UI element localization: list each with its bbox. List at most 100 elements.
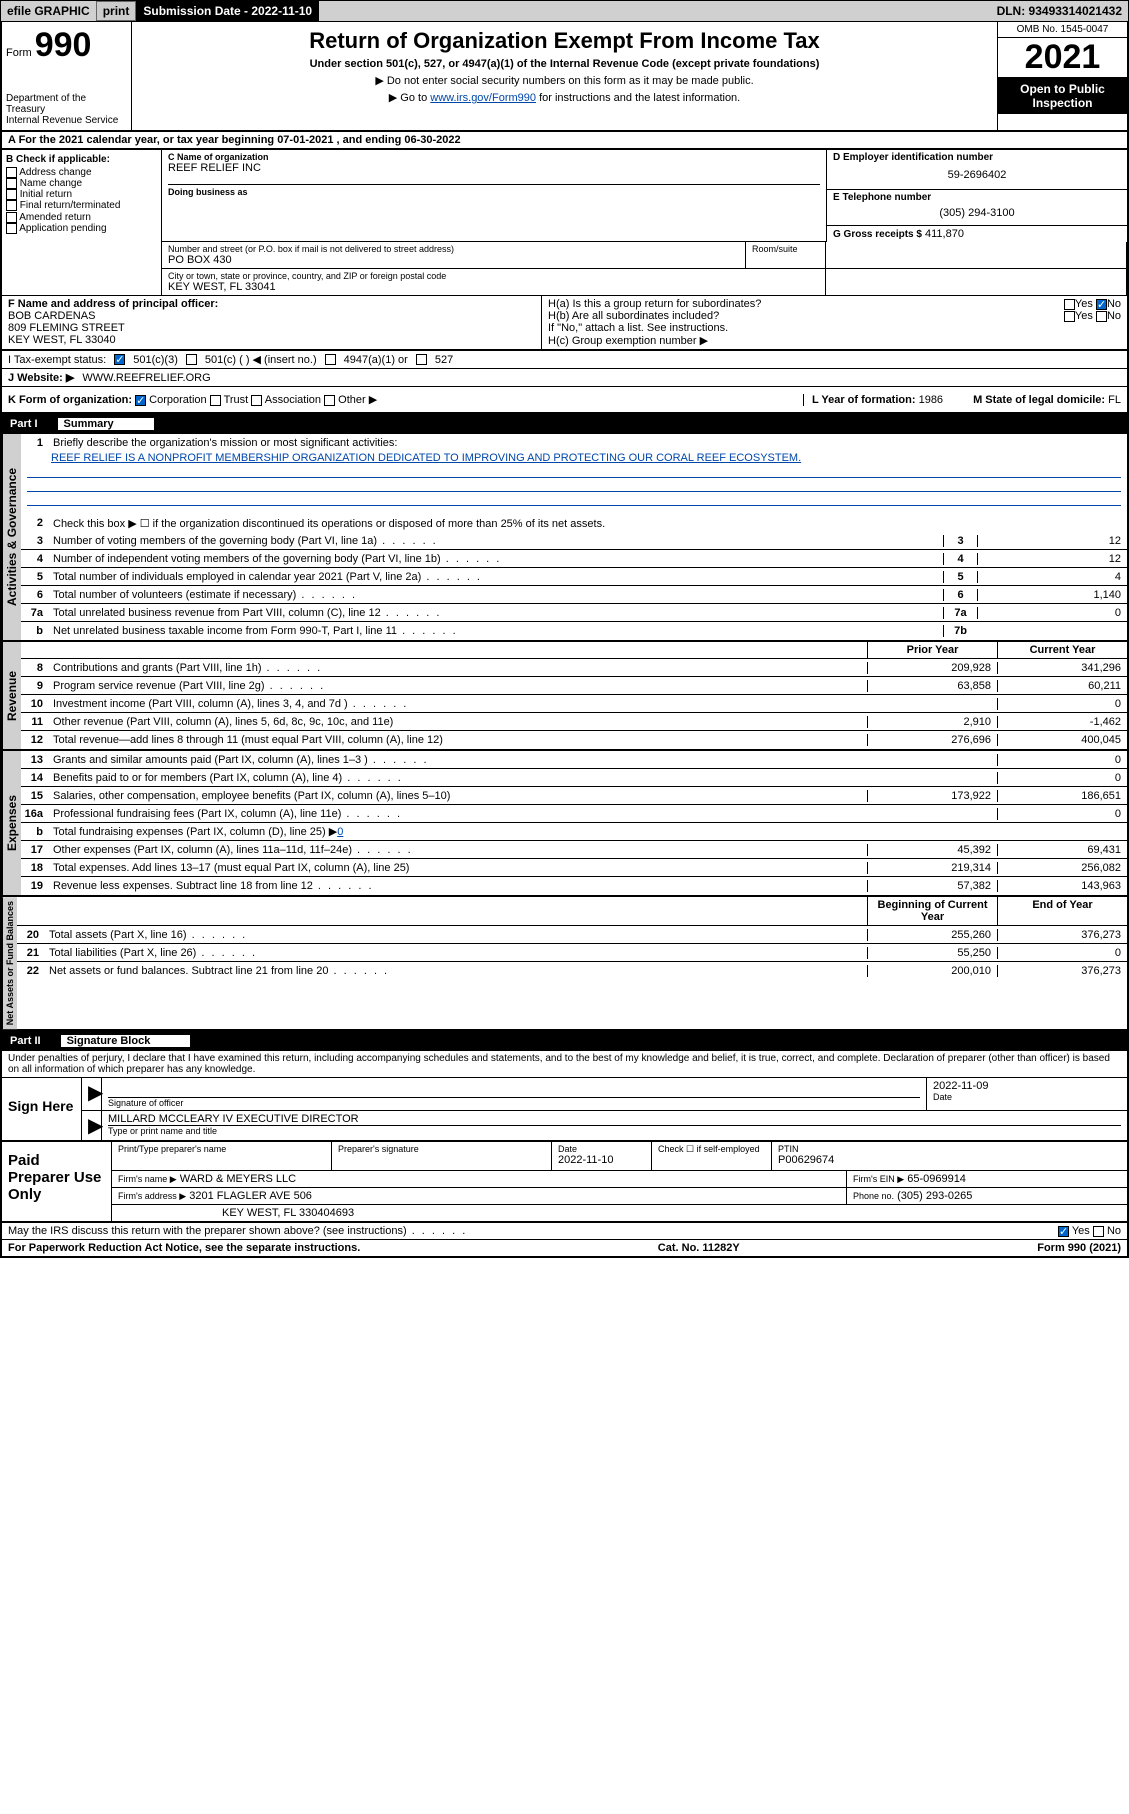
l15-current: 186,651 <box>997 790 1127 802</box>
org-name: REEF RELIEF INC <box>168 162 820 174</box>
hc-row: H(c) Group exemption number ▶ <box>548 334 1121 347</box>
form-subtitle: Under section 501(c), 527, or 4947(a)(1)… <box>142 58 987 70</box>
submission-date: Submission Date - 2022-11-10 <box>136 1 319 21</box>
section-netassets: Net Assets or Fund Balances Beginning of… <box>0 897 1129 1031</box>
vtab-revenue: Revenue <box>2 642 21 749</box>
irs-label: Internal Revenue Service <box>6 115 127 126</box>
discuss-no[interactable] <box>1093 1226 1104 1237</box>
part1-num: Part I <box>10 418 38 430</box>
l14-text: Benefits paid to or for members (Part IX… <box>49 771 867 785</box>
website-label: J Website: ▶ <box>8 371 74 384</box>
l15-prior: 173,922 <box>867 790 997 802</box>
part1-title: Summary <box>58 418 154 430</box>
cb-application-pending[interactable]: Application pending <box>6 223 157 234</box>
cb-4947[interactable] <box>325 354 336 365</box>
l19-prior: 57,382 <box>867 880 997 892</box>
cb-address-change[interactable]: Address change <box>6 167 157 178</box>
cb-amended-return[interactable]: Amended return <box>6 212 157 223</box>
col-b-checkboxes: B Check if applicable: Address change Na… <box>2 150 162 295</box>
l11-prior: 2,910 <box>867 716 997 728</box>
yof-label: L Year of formation: <box>812 394 916 406</box>
cb-assoc[interactable] <box>251 395 262 406</box>
tax-status-label: I Tax-exempt status: <box>8 354 106 366</box>
yof-value: 1986 <box>919 394 943 406</box>
cb-name-change[interactable]: Name change <box>6 178 157 189</box>
self-employed-check[interactable]: Check ☐ if self-employed <box>652 1142 772 1170</box>
omb-number: OMB No. 1545-0047 <box>998 22 1127 38</box>
pdate-label: Date <box>558 1144 645 1154</box>
footer-mid: Cat. No. 11282Y <box>658 1242 740 1254</box>
cb-initial-return[interactable]: Initial return <box>6 189 157 200</box>
l15-text: Salaries, other compensation, employee b… <box>49 789 867 803</box>
cb-final-return[interactable]: Final return/terminated <box>6 200 157 211</box>
phone-value: (305) 293-0265 <box>897 1190 972 1202</box>
cb-corp[interactable] <box>135 395 146 406</box>
psig-label: Preparer's signature <box>338 1144 545 1154</box>
l14-current: 0 <box>997 772 1127 784</box>
cb-501c3[interactable] <box>114 354 125 365</box>
sign-here-label: Sign Here <box>2 1078 82 1140</box>
dept-treasury: Department of the Treasury <box>6 93 127 115</box>
part1-header: Part I Summary <box>0 414 1129 434</box>
l21-boy: 55,250 <box>867 947 997 959</box>
cb-other[interactable] <box>324 395 335 406</box>
room-label: Room/suite <box>752 244 819 254</box>
gross-value: 411,870 <box>925 228 964 240</box>
ein-label: D Employer identification number <box>833 152 1121 163</box>
part2-title: Signature Block <box>61 1035 191 1047</box>
part2-num: Part II <box>10 1035 41 1047</box>
l5-value: 4 <box>977 571 1127 583</box>
officer-addr1: 809 FLEMING STREET <box>8 322 535 334</box>
discuss-question: May the IRS discuss this return with the… <box>8 1225 467 1237</box>
pdate-value: 2022-11-10 <box>558 1154 645 1166</box>
city-value: KEY WEST, FL 33041 <box>168 281 819 293</box>
l1-label: Briefly describe the organization's miss… <box>49 436 1127 450</box>
l7b-text: Net unrelated business taxable income fr… <box>49 624 943 638</box>
cb-501c[interactable] <box>186 354 197 365</box>
part2-header: Part II Signature Block <box>0 1031 1129 1051</box>
l7a-text: Total unrelated business revenue from Pa… <box>49 606 943 620</box>
l6-value: 1,140 <box>977 589 1127 601</box>
cb-trust[interactable] <box>210 395 221 406</box>
sig-date-label: Date <box>933 1092 1121 1102</box>
fein-label: Firm's EIN ▶ <box>853 1174 904 1184</box>
l3-value: 12 <box>977 535 1127 547</box>
l13-current: 0 <box>997 754 1127 766</box>
section-revenue: Revenue Prior YearCurrent Year 8Contribu… <box>0 642 1129 751</box>
sign-section: Sign Here ▶ Signature of officer 2022-11… <box>0 1077 1129 1142</box>
firm-label: Firm's name ▶ <box>118 1174 177 1184</box>
l19-text: Revenue less expenses. Subtract line 18 … <box>49 879 867 893</box>
irs-link[interactable]: www.irs.gov/Form990 <box>430 92 536 104</box>
cb-527[interactable] <box>416 354 427 365</box>
page-footer: For Paperwork Reduction Act Notice, see … <box>0 1240 1129 1258</box>
pname-label: Print/Type preparer's name <box>118 1144 325 1154</box>
vtab-expenses: Expenses <box>2 751 21 895</box>
l12-text: Total revenue—add lines 8 through 11 (mu… <box>49 733 867 747</box>
faddr-label: Firm's address ▶ <box>118 1191 186 1201</box>
discuss-yes[interactable] <box>1058 1226 1069 1237</box>
l17-prior: 45,392 <box>867 844 997 856</box>
section-expenses: Expenses 13Grants and similar amounts pa… <box>0 751 1129 897</box>
paid-preparer-label: Paid Preparer Use Only <box>2 1142 112 1221</box>
col-b-header: B Check if applicable: <box>6 154 157 165</box>
form-label: Form <box>6 47 32 59</box>
l5-text: Total number of individuals employed in … <box>49 570 943 584</box>
tax-year: 2021 <box>998 38 1127 78</box>
ein-value: 59-2696402 <box>833 163 1121 187</box>
row-a-taxyear: A For the 2021 calendar year, or tax yea… <box>0 132 1129 150</box>
l3-text: Number of voting members of the governin… <box>49 534 943 548</box>
penalty-text: Under penalties of perjury, I declare th… <box>0 1051 1129 1077</box>
l4-text: Number of independent voting members of … <box>49 552 943 566</box>
print-button[interactable]: print <box>96 1 137 21</box>
l18-text: Total expenses. Add lines 13–17 (must eq… <box>49 861 867 875</box>
paid-section: Paid Preparer Use Only Print/Type prepar… <box>0 1142 1129 1223</box>
row-f: F Name and address of principal officer:… <box>0 295 1129 351</box>
sign-arrow-icon: ▶ <box>82 1078 102 1110</box>
row-i: I Tax-exempt status: 501(c)(3) 501(c) ( … <box>0 351 1129 369</box>
faddr2-value: KEY WEST, FL 330404693 <box>112 1205 1127 1221</box>
faddr1-value: 3201 FLAGLER AVE 506 <box>189 1190 312 1202</box>
printed-name-label: Type or print name and title <box>108 1125 1121 1136</box>
officer-label: F Name and address of principal officer: <box>8 298 535 310</box>
discuss-row: May the IRS discuss this return with the… <box>0 1223 1129 1240</box>
hb-row: H(b) Are all subordinates included? Yes … <box>548 310 1121 322</box>
